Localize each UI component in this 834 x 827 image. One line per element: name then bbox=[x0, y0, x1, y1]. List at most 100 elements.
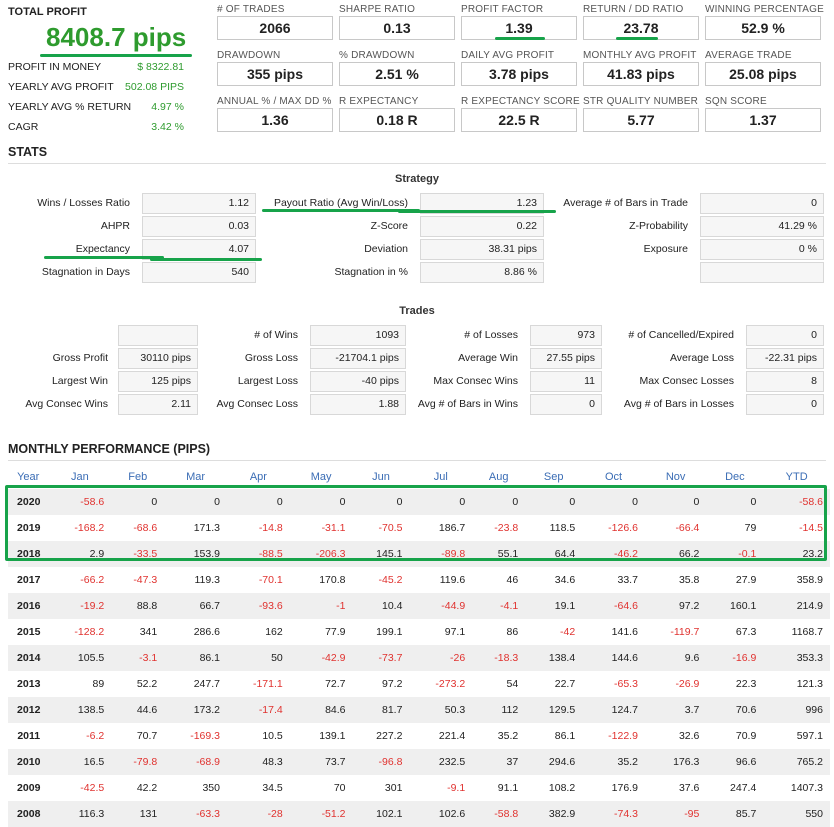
strategy-label: Expectancy bbox=[75, 243, 130, 255]
month-value-cell: 9.6 bbox=[644, 645, 707, 671]
month-value-cell: 294.6 bbox=[525, 749, 583, 775]
trades-value: 0 bbox=[746, 394, 824, 415]
month-value-cell: 0 bbox=[409, 489, 473, 515]
month-value-cell: 0 bbox=[706, 489, 764, 515]
month-value-cell: -126.6 bbox=[608, 522, 638, 534]
month-value-cell: -33.5 bbox=[111, 541, 165, 567]
month-value-cell: 37 bbox=[472, 749, 526, 775]
month-value-cell: 0 bbox=[227, 489, 290, 515]
strategy-label: Exposure bbox=[643, 243, 688, 255]
month-value-cell: -45.2 bbox=[378, 574, 403, 586]
month-value-cell: -44.9 bbox=[409, 593, 473, 619]
month-value-cell: 19.1 bbox=[525, 593, 583, 619]
metric-value: 3.78 pips bbox=[461, 62, 577, 86]
strategy-label: AHPR bbox=[100, 220, 130, 232]
trades-label: # of Wins bbox=[254, 329, 298, 341]
strategy-value: 540 bbox=[142, 262, 256, 283]
strategy-value: 0 % bbox=[700, 239, 824, 260]
table-row: 2018 2.9 -33.5 153.9 -88.5 -206.3 145.1 -89.8 55… bbox=[8, 541, 830, 567]
trades-title: Trades bbox=[399, 305, 435, 317]
month-value-cell: -31.1 bbox=[321, 522, 346, 534]
table-row: 2016 -19.2 88.8 66.7 -93.6 -1 10.4 -44.9 -4.1 19.… bbox=[8, 593, 830, 619]
month-value-cell: -96.8 bbox=[352, 749, 410, 775]
month-value-cell: 46 bbox=[506, 574, 519, 586]
month-value-cell: -47.3 bbox=[133, 574, 158, 586]
month-value-cell: 765.2 bbox=[763, 749, 830, 775]
strategy-value: 0.22 bbox=[420, 216, 544, 237]
month-value-cell: 54 bbox=[506, 678, 519, 690]
month-value-cell: 42.2 bbox=[136, 782, 158, 794]
table-row: 2017 -66.2 -47.3 119.3 -70.1 170.8 -45.2 119.6 4… bbox=[8, 567, 830, 593]
month-header: Apr bbox=[249, 471, 267, 483]
month-header: Nov bbox=[665, 471, 686, 483]
month-value-cell: 10.4 bbox=[352, 593, 410, 619]
month-value-cell: -68.6 bbox=[133, 522, 158, 534]
year-cell: 2008 bbox=[8, 801, 49, 827]
month-value-cell: -93.6 bbox=[227, 593, 290, 619]
month-value-cell: 247.7 bbox=[193, 678, 220, 690]
month-value-cell: 81.7 bbox=[352, 697, 410, 723]
month-value-cell: 0 bbox=[644, 489, 707, 515]
month-value-cell: 214.9 bbox=[763, 593, 830, 619]
month-value-cell: 102.1 bbox=[352, 801, 410, 827]
month-value-cell: 139.1 bbox=[319, 730, 346, 742]
month-value-cell: -63.3 bbox=[164, 801, 227, 827]
highlight-box bbox=[5, 485, 827, 561]
trades-value: -40 pips bbox=[310, 371, 406, 392]
trades-value: 0 bbox=[746, 325, 824, 346]
cagr-label: CAGR bbox=[8, 121, 39, 133]
monthly-header-row: Year Jan Feb Mar Apr May Jun Jul Aug Sep Oct Nov Dec… bbox=[8, 465, 830, 489]
month-value-cell: 358.9 bbox=[796, 574, 823, 586]
metric-value: 0.13 bbox=[339, 16, 455, 40]
month-value-cell: 138.4 bbox=[525, 645, 583, 671]
trades-label: Largest Win bbox=[51, 375, 108, 387]
month-value-cell: -122.9 bbox=[608, 730, 638, 742]
trades-label: Avg Consec Wins bbox=[25, 398, 108, 410]
month-value-cell: -66.2 bbox=[80, 574, 105, 586]
trades-value: 8 bbox=[746, 371, 824, 392]
month-value-cell: 138.5 bbox=[48, 697, 112, 723]
month-value-cell: 119.6 bbox=[439, 574, 466, 586]
payout-value-underline bbox=[398, 210, 556, 213]
stats-title: STATS bbox=[8, 145, 48, 159]
table-row: 2010 16.5 -79.8 -68.9 48.3 73.7 -96.8 232.5 37 29… bbox=[8, 749, 830, 775]
table-row: 2009 -42.5 42.2 350 34.5 70 301 -9.1 91.1 108.2 17… bbox=[8, 775, 830, 801]
month-value-cell: -14.8 bbox=[258, 522, 283, 534]
trades-value: 27.55 pips bbox=[530, 348, 602, 369]
month-value-cell: 70.9 bbox=[735, 730, 757, 742]
metric-label: % DRAWDOWN bbox=[339, 50, 415, 61]
yearly-avg-profit-label: YEARLY AVG PROFIT bbox=[8, 81, 114, 93]
month-value-cell: 118.5 bbox=[549, 522, 576, 534]
month-value-cell: 97.2 bbox=[644, 593, 707, 619]
metric-value: 22.5 R bbox=[461, 108, 577, 132]
year-cell: 2013 bbox=[17, 678, 41, 690]
month-value-cell: 22.7 bbox=[554, 678, 576, 690]
month-value-cell: 129.5 bbox=[525, 697, 583, 723]
month-value-cell: 353.3 bbox=[763, 645, 830, 671]
month-value-cell: 176.9 bbox=[611, 782, 638, 794]
month-value-cell: 119.3 bbox=[194, 574, 221, 586]
profit-factor-underline bbox=[495, 37, 545, 40]
month-value-cell: 171.3 bbox=[193, 522, 220, 534]
month-value-cell: 382.9 bbox=[525, 801, 583, 827]
metric-label: SHARPE RATIO bbox=[339, 4, 416, 15]
monthly-title: MONTHLY PERFORMANCE (PIPS) bbox=[8, 442, 211, 456]
metric-value: 25.08 pips bbox=[705, 62, 821, 86]
month-value-cell: 0 bbox=[582, 489, 645, 515]
trades-value: -22.31 pips bbox=[746, 348, 824, 369]
month-value-cell: 247.4 bbox=[730, 782, 757, 794]
month-value-cell: 105.5 bbox=[48, 645, 112, 671]
year-cell: 2017 bbox=[17, 574, 41, 586]
strategy-value: 0 bbox=[700, 193, 824, 214]
month-value-cell: 0 bbox=[111, 489, 165, 515]
month-value-cell: 27.9 bbox=[735, 574, 757, 586]
strategy-label: Z-Probability bbox=[629, 220, 688, 232]
month-value-cell: -89.8 bbox=[409, 541, 473, 567]
month-value-cell: 91.1 bbox=[497, 782, 519, 794]
metric-value: 41.83 pips bbox=[583, 62, 699, 86]
month-header: Jul bbox=[433, 471, 448, 483]
metric-value: 1.37 bbox=[705, 108, 821, 132]
month-value-cell: 121.3 bbox=[796, 678, 823, 690]
stats-divider bbox=[8, 163, 826, 164]
profit-money-value: $ 8322.81 bbox=[137, 61, 184, 73]
